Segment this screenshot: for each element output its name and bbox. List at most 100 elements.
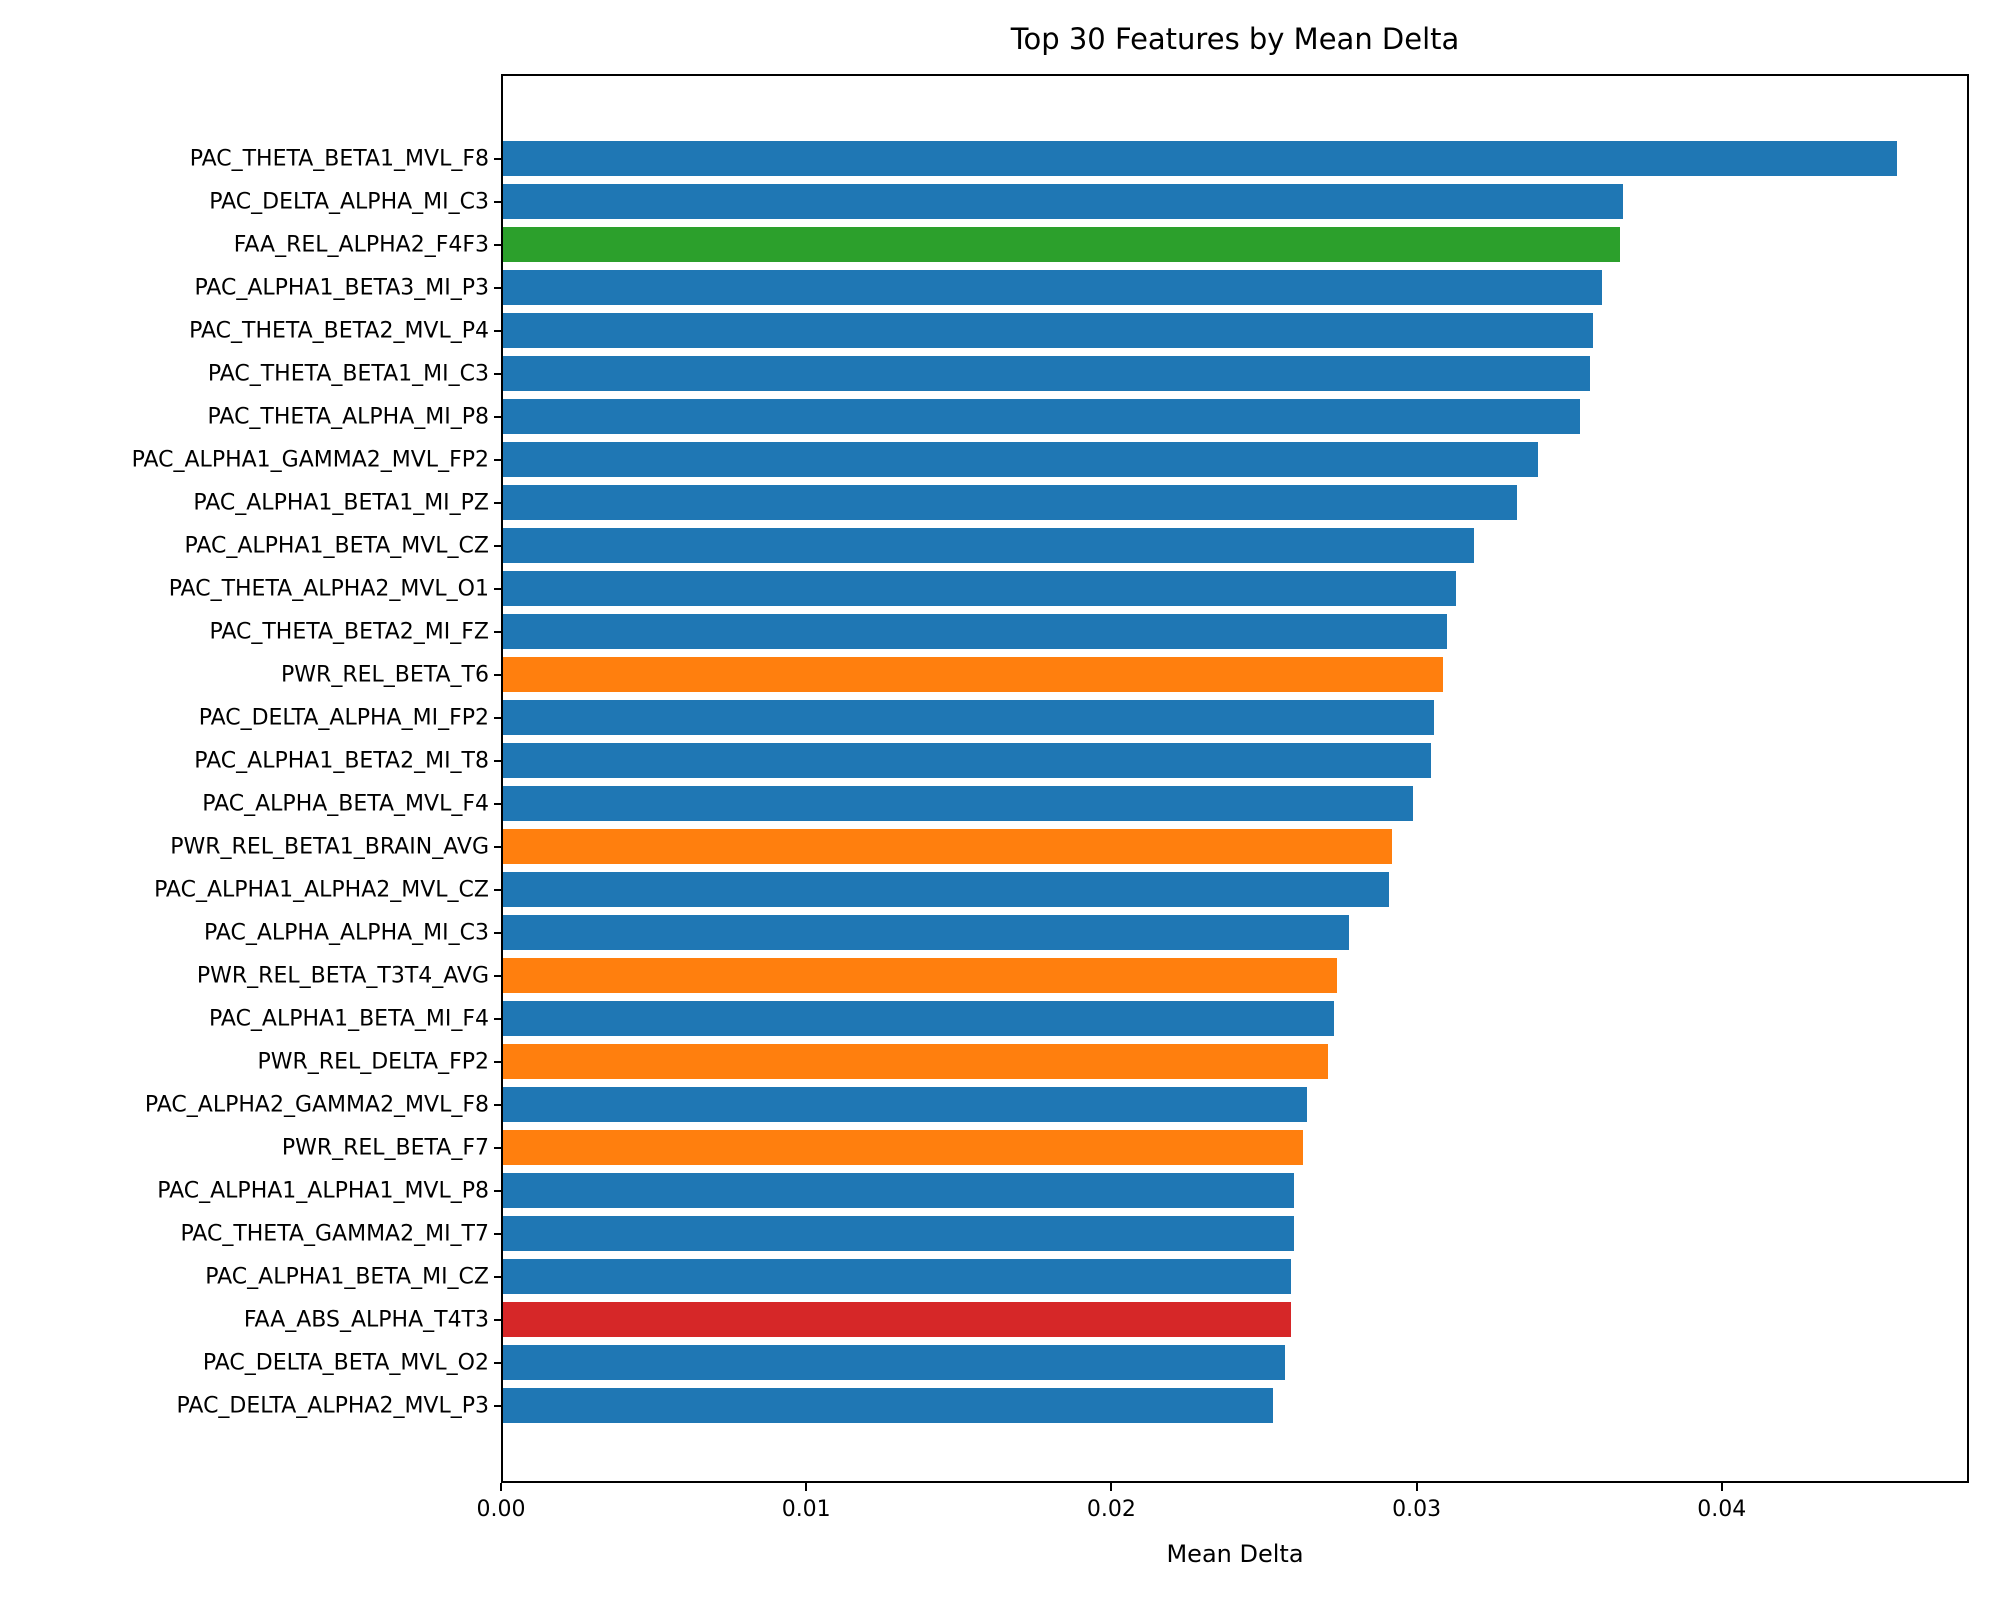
y-axis-label: PAC_ALPHA1_GAMMA2_MVL_FP2 [131,447,489,472]
y-axis-label: PAC_ALPHA1_BETA1_MI_PZ [193,490,489,515]
bar-row: PWR_REL_BETA_T3T4_AVG [197,958,1967,993]
bar-row: PAC_ALPHA2_GAMMA2_MVL_F8 [145,1087,1967,1122]
bar [503,829,1392,864]
bar [503,1173,1295,1208]
y-axis-label: PAC_DELTA_ALPHA2_MVL_P3 [176,1393,489,1418]
y-tick-mark [494,1060,501,1063]
y-axis-label: PAC_ALPHA_BETA_MVL_F4 [202,791,489,816]
bar [503,872,1389,907]
bar [503,141,1897,176]
y-tick-mark [494,415,501,418]
x-tick-mark [805,1483,808,1491]
y-tick-mark [494,544,501,547]
bar-row: PAC_ALPHA1_BETA3_MI_P3 [194,270,1967,305]
x-axis-title: Mean Delta [1166,1540,1304,1568]
bar [503,356,1590,391]
bar-row: PAC_THETA_GAMMA2_MI_T7 [180,1216,1967,1251]
y-tick-mark [494,157,501,160]
y-axis-label: PAC_DELTA_BETA_MVL_O2 [202,1350,489,1375]
plot-area: PAC_THETA_BETA1_MVL_F8 PAC_DELTA_ALPHA_MI… [132,74,1969,1483]
y-tick-mark [494,501,501,504]
bar [503,1302,1292,1337]
bar [503,485,1517,520]
bar-row: PAC_ALPHA1_ALPHA2_MVL_CZ [154,872,1967,907]
y-tick-mark [494,1232,501,1235]
y-tick-mark [494,458,501,461]
y-axis-label: PAC_ALPHA1_BETA_MI_CZ [205,1264,489,1289]
bar-row: FAA_ABS_ALPHA_T4T3 [244,1302,1967,1337]
bar-row: PAC_THETA_ALPHA_MI_P8 [208,399,1967,434]
x-tick-mark [1110,1483,1113,1491]
bar-row: PWR_REL_BETA_T6 [281,657,1967,692]
y-tick-mark [494,931,501,934]
bar [503,915,1350,950]
y-axis-label: PWR_REL_BETA_F7 [281,1135,489,1160]
y-axis-label: PAC_ALPHA1_ALPHA2_MVL_CZ [154,877,489,902]
y-tick-mark [494,1017,501,1020]
bar-row: FAA_REL_ALPHA2_F4F3 [234,227,1967,262]
x-tick-label: 0.00 [476,1497,526,1522]
bar [503,1388,1274,1423]
bar-row: PAC_ALPHA1_ALPHA1_MVL_P8 [157,1173,1967,1208]
y-tick-mark [494,716,501,719]
y-tick-mark [494,372,501,375]
x-tick-label: 0.02 [1086,1497,1136,1522]
y-axis-label: PAC_DELTA_ALPHA_MI_FP2 [198,705,489,730]
bar [503,1044,1328,1079]
bar-row: PAC_DELTA_ALPHA_MI_FP2 [199,700,1967,735]
x-tick-mark [1720,1483,1723,1491]
x-tick-mark [1415,1483,1418,1491]
bar [503,614,1447,649]
bar [503,786,1414,821]
y-tick-mark [494,1361,501,1364]
bar [503,184,1624,219]
y-tick-mark [494,630,501,633]
bar-row: PAC_ALPHA1_BETA_MI_CZ [205,1259,1967,1294]
y-axis-label: PAC_ALPHA1_BETA_MI_F4 [209,1006,489,1031]
bar [503,958,1337,993]
bar-row: PAC_ALPHA1_BETA_MVL_CZ [184,528,1967,563]
bar [503,1001,1334,1036]
y-axis-label: PAC_THETA_GAMMA2_MI_T7 [180,1221,489,1246]
bar [503,1216,1295,1251]
bar [503,657,1444,692]
y-axis-label: PAC_ALPHA1_ALPHA1_MVL_P8 [157,1178,489,1203]
x-tick-label: 0.03 [1392,1497,1442,1522]
y-tick-mark [494,759,501,762]
bar [503,700,1435,735]
y-tick-mark [494,286,501,289]
bar-row: PWR_REL_DELTA_FP2 [257,1044,1967,1079]
bar-row: PAC_ALPHA1_BETA_MI_F4 [209,1001,1967,1036]
y-axis-label: PAC_THETA_ALPHA2_MVL_O1 [168,576,489,601]
y-axis-label: PAC_ALPHA2_GAMMA2_MVL_F8 [144,1092,489,1117]
bar [503,571,1456,606]
y-tick-mark [494,1103,501,1106]
bar-row: PAC_THETA_ALPHA2_MVL_O1 [169,571,1967,606]
chart-title: Top 30 Features by Mean Delta [1010,22,1460,56]
y-axis-label: PAC_THETA_BETA1_MI_C3 [207,361,489,386]
y-axis-label: PAC_DELTA_ALPHA_MI_C3 [209,189,489,214]
y-tick-mark [494,200,501,203]
bar-row: PAC_ALPHA1_BETA1_MI_PZ [193,485,1967,520]
y-axis-label: PWR_REL_DELTA_FP2 [257,1049,489,1074]
bar-row: PAC_ALPHA_BETA_MVL_F4 [202,786,1967,821]
y-axis-label: PWR_REL_BETA_T3T4_AVG [196,963,489,988]
bar-row: PWR_REL_BETA_F7 [282,1130,1967,1165]
bar [503,528,1474,563]
bar-row: PAC_ALPHA1_GAMMA2_MVL_FP2 [132,442,1967,477]
bar-row: PAC_THETA_BETA2_MI_FZ [209,614,1967,649]
y-tick-mark [494,1146,501,1149]
bar [503,313,1593,348]
bar-row: PAC_THETA_BETA1_MVL_F8 [190,141,1967,176]
y-axis-label: PAC_ALPHA1_BETA_MVL_CZ [184,533,489,558]
y-axis-label: PAC_THETA_BETA2_MI_FZ [209,619,489,644]
y-tick-mark [494,1189,501,1192]
y-tick-mark [494,974,501,977]
y-tick-mark [494,1318,501,1321]
bar [503,270,1602,305]
y-tick-mark [494,673,501,676]
y-tick-mark [494,1275,501,1278]
y-tick-mark [494,802,501,805]
y-axis-label: PWR_REL_BETA_T6 [281,662,489,687]
